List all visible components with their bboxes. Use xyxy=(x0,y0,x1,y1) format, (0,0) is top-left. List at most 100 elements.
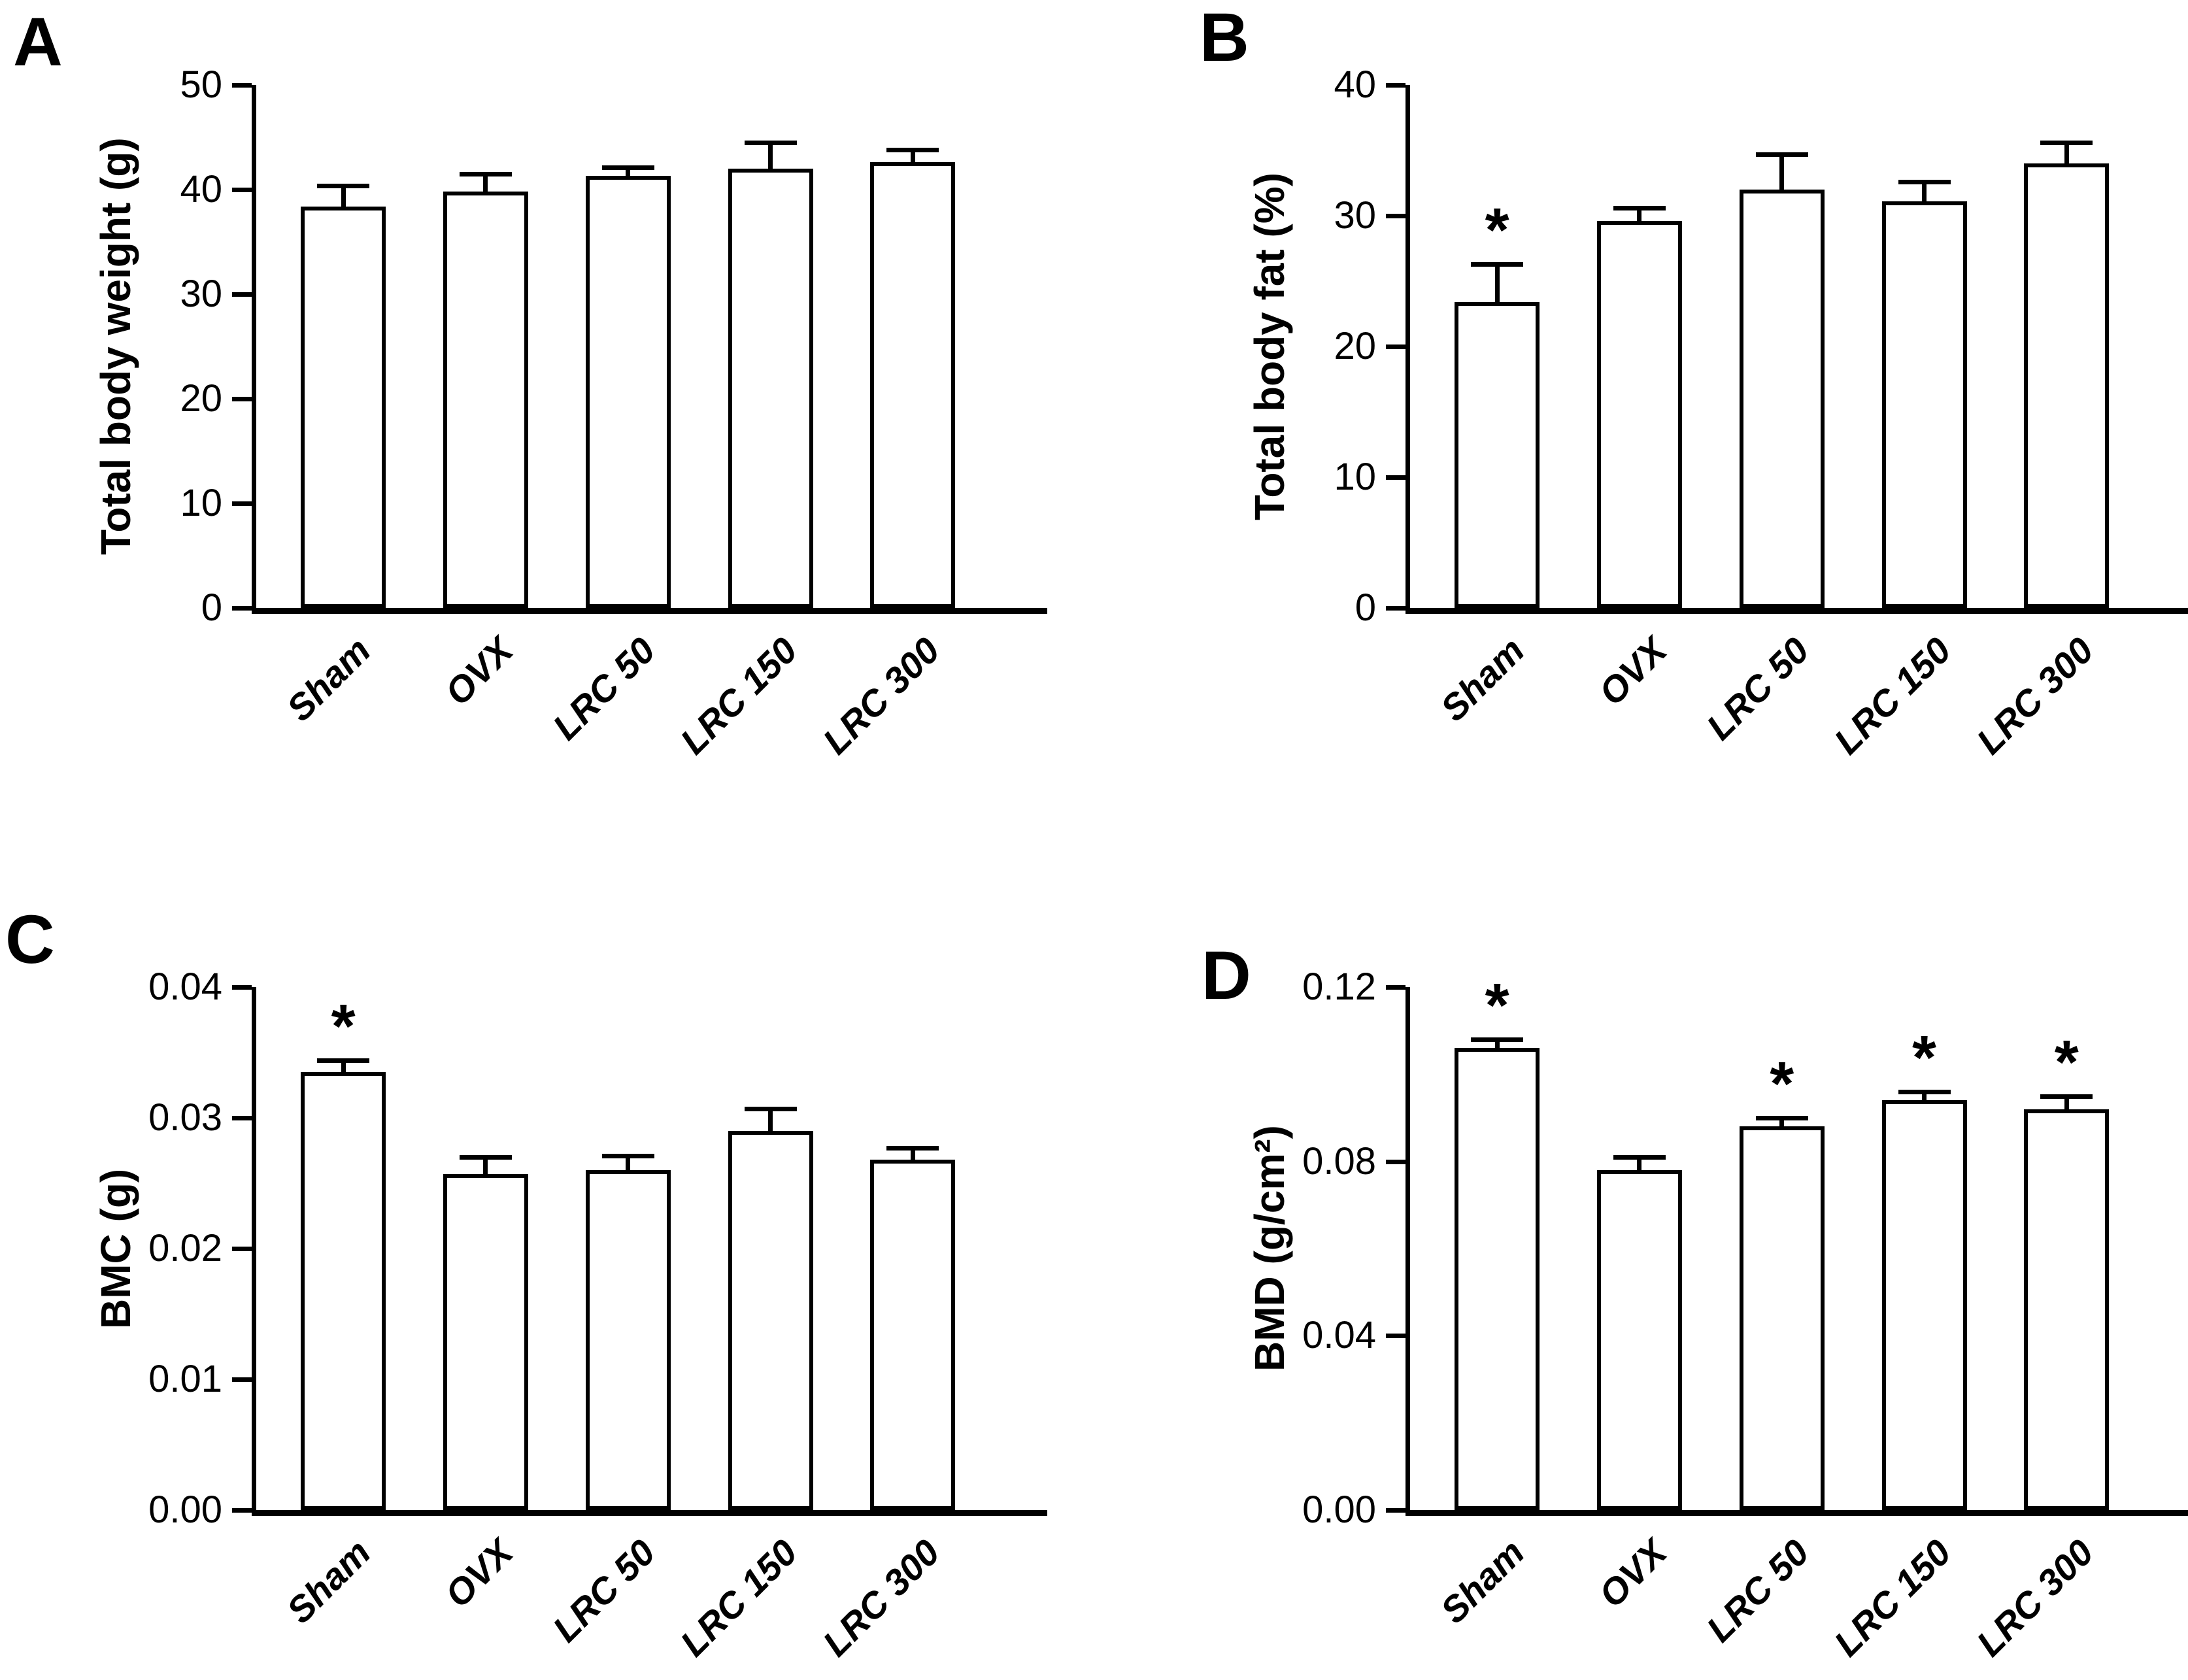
x-axis-label-lrc-300: LRC 300 xyxy=(1968,629,2102,762)
y-tick xyxy=(1386,1159,1405,1164)
bar-lrc-150 xyxy=(728,169,813,608)
y-tick-label: 0.04 xyxy=(148,966,222,1008)
y-tick-label: 0.08 xyxy=(1302,1139,1376,1183)
y-tick-label: 0 xyxy=(201,586,222,629)
error-bar-stem xyxy=(341,185,346,208)
y-tick xyxy=(232,985,252,990)
plot-area: 0.00 0.04 0.08 0.12 * Sham OVX * LRC 50 * LRC 150 *… xyxy=(1302,968,2188,1664)
y-tick xyxy=(232,1377,252,1382)
bar-lrc-50 xyxy=(1739,1126,1825,1510)
y-tick xyxy=(1386,83,1405,88)
error-bar-cap xyxy=(1471,262,1524,267)
y-tick xyxy=(1386,475,1405,480)
bar-lrc-150 xyxy=(1881,1100,1967,1510)
y-tick-label: 0.03 xyxy=(148,1096,222,1139)
x-axis-label-lrc-50: LRC 50 xyxy=(544,1531,663,1650)
panel-d: D BMD (g/cm²) 0.00 0.04 0.08 0.12 * Sham OVX * LRC… xyxy=(1094,840,2188,1680)
error-bar-cap xyxy=(2040,141,2093,145)
y-tick xyxy=(1386,214,1405,218)
y-tick xyxy=(232,83,252,88)
y-tick xyxy=(1386,1508,1405,1513)
x-axis-label-lrc-300: LRC 300 xyxy=(815,1531,948,1664)
error-bar-cap xyxy=(317,1058,370,1063)
y-tick-label: 30 xyxy=(180,273,222,315)
x-axis-label-sham: Sham xyxy=(278,629,379,730)
y-tick xyxy=(1386,985,1405,990)
significance-asterisk: * xyxy=(1485,971,1509,1041)
significance-asterisk: * xyxy=(1912,1023,1936,1093)
bar-ovx xyxy=(443,1174,528,1510)
x-axis-label-lrc-50: LRC 50 xyxy=(1698,1531,1817,1650)
bar-lrc-50 xyxy=(585,1170,671,1510)
y-tick-label: 20 xyxy=(180,377,222,420)
y-tick xyxy=(232,1247,252,1251)
error-bar-stem xyxy=(483,174,488,193)
y-tick-label: 40 xyxy=(180,168,222,210)
y-tick xyxy=(232,1508,252,1513)
error-bar-cap xyxy=(1898,1090,1951,1094)
bar-sham xyxy=(1455,1048,1540,1510)
y-tick-label: 10 xyxy=(1334,456,1376,498)
error-bar-cap xyxy=(601,1154,654,1158)
significance-asterisk: * xyxy=(1770,1049,1794,1119)
y-tick-label: 0.02 xyxy=(148,1227,222,1269)
bar-sham xyxy=(1455,302,1540,608)
x-axis-label-ovx: OVX xyxy=(436,629,521,713)
bar-lrc-300 xyxy=(870,1160,956,1510)
error-bar-cap xyxy=(1613,1155,1666,1160)
y-axis-label: BMD (g/cm²) xyxy=(1246,1125,1293,1372)
y-tick xyxy=(232,501,252,506)
error-bar-stem xyxy=(910,1148,915,1161)
error-bar-cap xyxy=(459,172,512,176)
error-bar-cap xyxy=(317,183,370,188)
panel-letter: C xyxy=(5,901,55,978)
error-bar-cap xyxy=(1755,1116,1808,1120)
error-bar-stem xyxy=(483,1157,488,1175)
panel-b: B Total body fat (%) 0 10 20 30 40 * Sham OVX LRC … xyxy=(1094,0,2188,840)
x-axis-label-lrc-50: LRC 50 xyxy=(1698,629,1817,748)
x-axis-label-lrc-150: LRC 150 xyxy=(672,1531,805,1664)
y-tick xyxy=(232,606,252,611)
bar-lrc-300 xyxy=(870,162,956,608)
x-axis-label-lrc-300: LRC 300 xyxy=(1968,1531,2102,1664)
y-tick-label: 30 xyxy=(1334,194,1376,237)
y-axis-label: Total body weight (g) xyxy=(92,137,139,556)
error-bar-cap xyxy=(1898,180,1951,184)
y-tick-label: 10 xyxy=(180,482,222,524)
y-tick-label: 0.00 xyxy=(148,1488,222,1531)
error-bar-cap xyxy=(744,141,797,145)
x-axis-label-sham: Sham xyxy=(278,1531,379,1632)
x-axis-label-lrc-50: LRC 50 xyxy=(544,629,663,748)
error-bar-stem xyxy=(626,167,631,178)
error-bar-stem xyxy=(1922,182,1927,203)
error-bar-stem xyxy=(1494,1039,1500,1050)
y-tick-label: 0.01 xyxy=(148,1358,222,1400)
x-axis-label-sham: Sham xyxy=(1432,1531,1532,1632)
error-bar-cap xyxy=(744,1107,797,1111)
significance-asterisk: * xyxy=(331,992,356,1062)
bar-lrc-50 xyxy=(585,176,671,608)
bar-lrc-150 xyxy=(728,1131,813,1510)
panel-a: A Total body weight (g) 0 10 20 30 40 50 Sham OVX… xyxy=(0,0,1094,840)
x-axis-label-ovx: OVX xyxy=(1590,629,1675,713)
y-tick-label: 20 xyxy=(1334,325,1376,367)
error-bar-cap xyxy=(886,1146,939,1151)
bar-ovx xyxy=(1596,1170,1682,1510)
error-bar-cap xyxy=(1755,152,1808,157)
y-tick-label: 0.04 xyxy=(1302,1314,1376,1357)
bar-sham xyxy=(301,206,386,608)
bar-sham xyxy=(301,1072,386,1510)
y-tick xyxy=(1386,1334,1405,1339)
panel-c: C BMC (g) 0.00 0.01 0.02 0.03 0.04 * Sham OVX LRC … xyxy=(0,840,1094,1680)
error-bar-stem xyxy=(1637,208,1642,222)
error-bar-stem xyxy=(1637,1157,1642,1171)
plot-area: 0.00 0.01 0.02 0.03 0.04 * Sham OVX LRC 50 LRC 15… xyxy=(148,968,1047,1664)
significance-asterisk: * xyxy=(1485,195,1509,265)
bar-lrc-50 xyxy=(1739,190,1825,608)
panel-letter: B xyxy=(1200,0,1249,76)
bar-lrc-150 xyxy=(1881,201,1967,608)
error-bar-cap xyxy=(1471,1037,1524,1042)
y-tick xyxy=(1386,344,1405,349)
y-tick xyxy=(232,188,252,192)
bar-lrc-300 xyxy=(2024,1109,2110,1510)
